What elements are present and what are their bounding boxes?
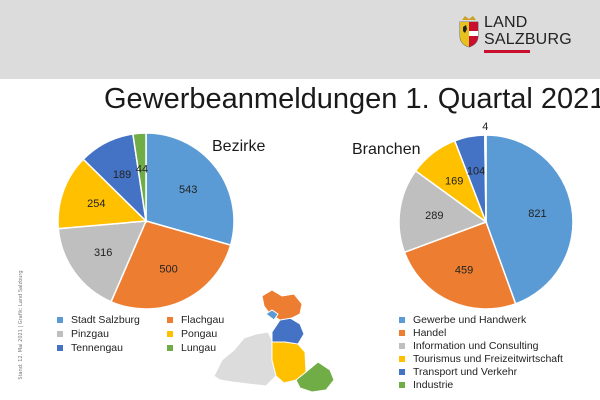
bezirke-legend-item-5: Lungau [167, 341, 257, 354]
bezirke-legend-label-2: Pinzgau [71, 327, 109, 340]
bezirke-legend-item-1: Flachgau [167, 313, 257, 326]
branchen-label-4: 104 [467, 166, 485, 178]
bezirke-legend-swatch-1 [167, 316, 173, 323]
branchen-label-2: 289 [425, 210, 443, 222]
chart-label-branchen: Branchen [352, 141, 421, 158]
bezirke-slice-0 [145, 132, 235, 247]
branchen-label-5: 4 [482, 121, 488, 133]
branchen-label-1: 459 [455, 264, 473, 276]
logo-text-line2: SALZBURG [484, 31, 572, 48]
branchen-slice-0 [485, 134, 574, 305]
pie-chart-branchen: 821 459 289 169 104 4 [398, 121, 574, 310]
bezirke-legend-item-3: Pongau [167, 327, 257, 340]
bezirke-legend-label-5: Lungau [181, 341, 217, 354]
branchen-legend-item-2: Information und Consulting [399, 339, 599, 352]
bezirke-label-5: 44 [136, 163, 148, 175]
branchen-legend-swatch-0 [399, 316, 405, 323]
bezirke-legend-swatch-3 [167, 330, 173, 337]
branchen-label-3: 169 [445, 176, 463, 188]
branchen-legend-label-1: Handel [413, 326, 447, 339]
bezirke-legend-swatch-5 [167, 344, 173, 351]
bezirke-slice-1 [110, 220, 232, 310]
branchen-label-0: 821 [528, 208, 546, 220]
bezirke-label-1: 500 [159, 264, 177, 276]
logo-text-line1: LAND [484, 14, 528, 31]
bezirke-slice-3 [57, 158, 148, 230]
legend-branchen: Gewerbe und Handwerk Handel Information un… [399, 313, 599, 391]
logo-underline [484, 50, 530, 53]
branchen-legend-item-5: Industrie [399, 378, 599, 391]
bezirke-legend-label-1: Flachgau [181, 313, 225, 326]
branchen-slice-2 [398, 169, 488, 254]
bezirke-legend-swatch-4 [57, 344, 63, 351]
bezirke-label-0: 543 [179, 184, 197, 196]
branchen-legend-item-4: Transport und Verkehr [399, 365, 599, 378]
branchen-legend-label-2: Information und Consulting [413, 339, 539, 352]
branchen-legend-label-0: Gewerbe und Handwerk [413, 313, 527, 326]
branchen-legend-swatch-2 [399, 342, 405, 349]
land-salzburg-logo: LAND SALZBURG [458, 12, 572, 56]
bezirke-legend-item-2: Pinzgau [57, 327, 167, 340]
bezirke-slice-5 [132, 132, 147, 222]
branchen-legend-label-3: Tourismus und Freizeitwirtschaft [413, 352, 563, 365]
branchen-legend-label-4: Transport und Verkehr [413, 365, 518, 378]
legend-bezirke: Stadt Salzburg Flachgau Pinzgau Pongau Tenne… [57, 313, 257, 354]
bezirke-label-2: 316 [94, 247, 112, 259]
bezirke-legend-label-3: Pongau [181, 327, 218, 340]
chart-label-bezirke: Bezirke [212, 138, 266, 155]
page-title: Gewerbeanmeldungen 1. Quartal 2021 [104, 83, 600, 115]
bezirke-label-3: 254 [87, 198, 105, 210]
coat-of-arms-icon [459, 16, 479, 48]
branchen-legend-label-5: Industrie [413, 378, 454, 391]
branchen-legend-item-3: Tourismus und Freizeitwirtschaft [399, 352, 599, 365]
pie-chart-bezirke: 543 500 316 254 189 44 [57, 132, 235, 310]
bezirke-legend-label-0: Stadt Salzburg [71, 313, 140, 326]
salzburg-map-icon [213, 289, 335, 393]
bezirke-label-4: 189 [113, 169, 131, 181]
branchen-legend-swatch-1 [399, 329, 405, 336]
branchen-legend-swatch-4 [399, 368, 405, 375]
branchen-slice-5 [484, 134, 487, 223]
branchen-legend-item-0: Gewerbe und Handwerk [399, 313, 599, 326]
branchen-legend-swatch-5 [399, 381, 405, 388]
bezirke-legend-item-4: Tennengau [57, 341, 167, 354]
bezirke-legend-swatch-0 [57, 316, 63, 323]
branchen-legend-swatch-3 [399, 355, 405, 362]
bezirke-legend-label-4: Tennengau [71, 341, 123, 354]
header-bar [0, 0, 600, 79]
bezirke-slice-2 [57, 220, 148, 303]
branchen-legend-item-1: Handel [399, 326, 599, 339]
bezirke-legend-swatch-2 [57, 330, 63, 337]
bezirke-legend-item-0: Stadt Salzburg [57, 313, 167, 326]
branchen-slice-1 [403, 221, 517, 310]
